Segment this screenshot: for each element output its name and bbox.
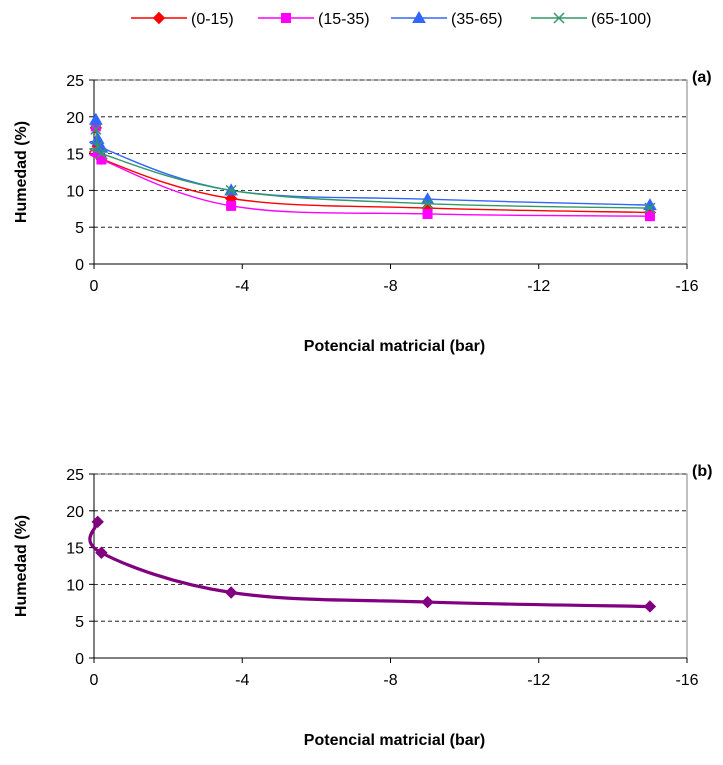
series-65-100 [89,123,656,214]
legend: (0-15) (15-35) (35-65) (65-100) [131,10,651,28]
y-tick-label: 15 [66,147,84,164]
data-point [90,123,102,135]
y-tick-label: 25 [66,73,84,90]
x-tick-label: -16 [675,278,698,295]
x-tick-label: -4 [235,672,249,689]
legend-label: (65-100) [591,11,651,28]
legend-label: (15-35) [318,11,370,28]
x-tick-label: 0 [90,672,99,689]
data-point [421,595,434,609]
data-point [95,148,107,160]
chart-panel-a: 0 5 10 15 20 25 0 -4 -8 -12 -16 Potencial matricial… [13,69,712,355]
y-tick-label: 20 [66,504,84,521]
y-tick-label: 15 [66,541,84,558]
y-tick-label: 5 [75,614,84,631]
panel-label: (b) [692,463,712,480]
plot-area [93,79,688,265]
y-tick-label: 0 [75,651,84,668]
x-tick-label: 0 [90,278,99,295]
y-tick-label: 0 [75,257,84,274]
data-point [91,515,104,529]
data-point [422,198,434,210]
data-point [95,546,108,559]
x-tick-label: -8 [383,278,397,295]
x-tick-label: -8 [383,672,397,689]
data-point [224,586,238,599]
x-tick-label: -4 [235,278,249,295]
y-tick-label: 10 [66,577,84,594]
legend-marker [553,12,565,24]
y-axis-title: Humedad (%) [13,121,30,223]
series-line [88,515,657,613]
data-point [88,112,103,125]
data-point [96,154,107,165]
x-tick-label: -12 [527,672,550,689]
legend-label: (35-65) [451,11,503,28]
legend-marker [152,11,166,25]
x-axis-title: Potencial matricial (bar) [304,732,485,749]
data-point [92,140,104,152]
data-point [226,200,237,211]
y-tick-label: 10 [66,183,84,200]
data-point [644,211,655,222]
legend-label: (0-15) [191,11,234,28]
x-axis-title: Potencial matricial (bar) [304,338,485,355]
data-point [422,208,433,219]
y-axis-title: Humedad (%) [13,515,30,617]
y-tick-label: 20 [66,110,84,127]
chart-panel-b: 0 5 10 15 20 25 0 -4 -8 -12 -16 Potencial matricial… [13,463,712,749]
data-point [225,184,237,196]
y-tick-label: 25 [66,467,84,484]
data-point [644,202,656,214]
data-point [643,600,657,613]
x-tick-label: -12 [527,278,550,295]
legend-item: (65-100) [531,11,651,28]
x-tick-label: -16 [675,672,698,689]
legend-item: (15-35) [258,11,370,28]
legend-marker [412,10,426,23]
panel-label: (a) [692,69,712,86]
plot-area [93,473,688,659]
legend-item: (0-15) [131,11,234,28]
y-tick-label: 5 [75,220,84,237]
legend-item: (35-65) [391,10,503,28]
legend-marker [281,13,291,23]
